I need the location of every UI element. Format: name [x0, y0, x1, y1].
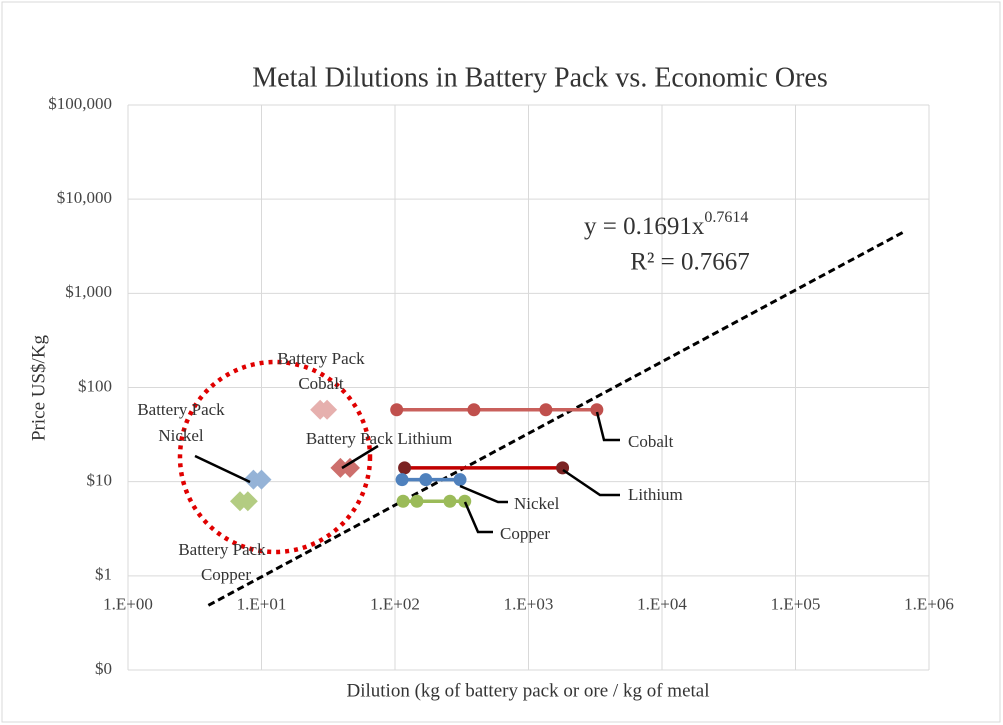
x-tick-label: 1.E+04: [637, 595, 687, 614]
x-tick-label: 1.E+03: [504, 595, 554, 614]
series-label: Copper: [201, 565, 251, 584]
circle-marker: [396, 494, 410, 508]
diamond-marker: [237, 491, 258, 512]
circle-marker: [395, 473, 409, 487]
diamond-marker: [251, 469, 272, 490]
x-tick-label: 1.E+06: [904, 595, 954, 614]
leader-line: [341, 444, 379, 470]
circle-marker: [590, 403, 604, 417]
series-label: Cobalt: [628, 432, 674, 451]
circle-marker: [453, 473, 467, 487]
series-label: Nickel: [514, 494, 560, 513]
y-tick-label: $1,000: [65, 282, 112, 301]
leader-line: [562, 468, 620, 497]
circle-marker: [419, 473, 433, 487]
x-axis-label: Dilution (kg of battery pack or ore / kg…: [346, 680, 709, 701]
equation-exponent: 0.7614: [704, 209, 748, 226]
circle-marker: [390, 403, 404, 417]
x-tick-label: 1.E+02: [370, 595, 420, 614]
circle-marker: [410, 494, 424, 508]
x-tick-label: 1.E+00: [103, 595, 153, 614]
leader-line: [194, 454, 251, 484]
trend-equation: y = 0.1691x0.7614: [584, 209, 748, 240]
diamond-marker: [339, 457, 360, 478]
leader-line: [463, 501, 493, 534]
circle-marker: [467, 403, 481, 417]
highlight-circle: [177, 359, 373, 555]
series-label: Cobalt: [298, 374, 344, 393]
series-label: Battery Pack: [277, 349, 365, 368]
series-label: Battery Pack Lithium: [306, 429, 452, 448]
equation-text: y = 0.1691x: [584, 213, 705, 240]
circle-marker: [539, 403, 553, 417]
y-tick-label: $0: [95, 659, 112, 678]
marks: [207, 230, 905, 607]
x-tick-label: 1.E+01: [237, 595, 287, 614]
series-label: Battery Pack: [137, 400, 225, 419]
y-tick-label: $1: [95, 565, 112, 584]
leader-line: [459, 484, 508, 504]
series-label: Lithium: [628, 485, 683, 504]
y-tick-label: $10: [87, 471, 113, 490]
circle-marker: [443, 494, 457, 508]
x-tick-label: 1.E+05: [771, 595, 821, 614]
leader-line: [595, 411, 620, 442]
leader-lines: [194, 411, 620, 534]
circle-marker: [398, 461, 412, 475]
y-tick-label: $100,000: [48, 94, 112, 113]
circle-marker: [458, 494, 472, 508]
y-tick-label: $100: [78, 376, 112, 395]
r-squared: R² = 0.7667: [630, 249, 750, 276]
series-label: Nickel: [158, 426, 204, 445]
diamond-marker: [317, 399, 338, 420]
y-axis-label: Price US$/Kg: [28, 334, 49, 441]
chart-title: Metal Dilutions in Battery Pack vs. Econ…: [252, 62, 827, 93]
series-label: Battery Pack: [178, 540, 266, 559]
y-tick-label: $10,000: [57, 188, 112, 207]
grid: [127, 104, 930, 671]
series-label: Copper: [500, 524, 550, 543]
